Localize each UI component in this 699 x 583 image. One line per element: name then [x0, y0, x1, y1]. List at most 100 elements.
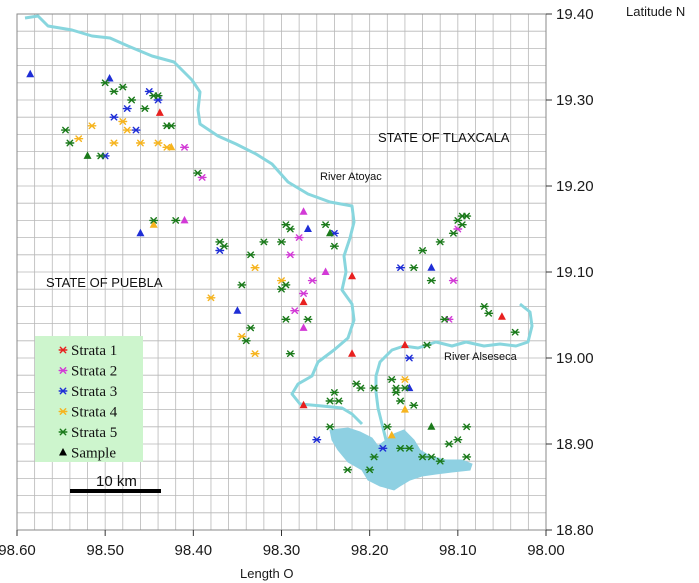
legend-marker-3 [58, 387, 68, 395]
strata-4-sample [167, 142, 176, 151]
label-river-alseseca: River Alseseca [444, 351, 518, 363]
strata-5-point [285, 225, 295, 233]
strata-5-point [400, 384, 410, 392]
strata-4-sample [387, 430, 396, 439]
strata-5-point [303, 315, 313, 323]
legend-label: Strata 4 [71, 405, 118, 421]
strata-5-point [435, 238, 445, 246]
legend-marker-1 [58, 346, 68, 354]
y-tick-label: 18.80 [556, 522, 594, 539]
strata-5-point [171, 216, 181, 224]
strata-5-point [140, 105, 150, 113]
y-tick-label: 19.30 [556, 92, 594, 109]
strata-5-point [166, 122, 176, 130]
strata-4-point [250, 350, 260, 358]
strata-5-point [510, 328, 520, 336]
strata-5-point [422, 341, 432, 349]
strata-3-point [131, 126, 141, 134]
legend-box [35, 336, 143, 462]
strata-3-point [312, 436, 322, 444]
legend-label: Strata 5 [71, 425, 117, 441]
strata-5-sample [83, 151, 92, 159]
river-alseseca [374, 302, 534, 441]
strata-1-sample [155, 108, 164, 116]
x-tick-label: 98.00 [527, 542, 565, 559]
strata-5-point [193, 169, 203, 177]
strata-3-sample [233, 306, 242, 314]
strata-4-point [87, 122, 97, 130]
strata-5-point [277, 238, 286, 246]
strata-5-sample [427, 422, 436, 430]
legend-marker-2 [58, 367, 68, 374]
strata-5-point [479, 303, 489, 310]
strata-4-point [118, 118, 128, 125]
strata-5-point [462, 212, 472, 220]
strata-5-point [246, 251, 256, 259]
strata-5-point [219, 242, 229, 250]
x-tick-label: 98.10 [439, 542, 477, 559]
strata-5-point [153, 92, 163, 100]
strata-1-sample [299, 400, 308, 409]
strata-2-point [307, 277, 317, 284]
strata-5-point [448, 229, 458, 237]
x-tick-label: 98.20 [351, 542, 389, 559]
strata-5-point [409, 264, 419, 272]
strata-4-point [109, 139, 119, 147]
strata-3-point [396, 264, 406, 272]
y-axis-label: Latitude N [626, 4, 685, 19]
strata-5-point [96, 152, 106, 160]
strata-5-point [329, 242, 339, 250]
legend-label: Sample [71, 446, 116, 462]
strata-4-point [206, 294, 216, 302]
legend-marker-sample [59, 448, 67, 456]
strata-5-point [453, 216, 463, 224]
strata-5-point [246, 324, 256, 332]
strata-5-point [435, 457, 445, 465]
strata-5-point [409, 401, 419, 409]
reservoir [329, 427, 473, 491]
strata-5-point [65, 139, 75, 147]
strata-4-point [74, 135, 84, 143]
strata-5-point [329, 389, 339, 396]
strata-5-point [285, 350, 295, 358]
x-tick-label: 98.50 [86, 542, 124, 559]
strata-5-point [118, 83, 128, 91]
x-tick-label: 98.30 [263, 542, 301, 559]
strata-5-sample [325, 228, 334, 237]
strata-5-point [369, 453, 379, 461]
strata-2-point [294, 234, 304, 242]
y-tick-label: 19.20 [556, 178, 594, 195]
strata-2-point [180, 143, 190, 151]
strata-5-point [325, 423, 335, 431]
legend-label: Strata 2 [71, 364, 117, 380]
strata-5-point [281, 315, 291, 323]
label-puebla: STATE OF PUEBLA [46, 275, 163, 290]
strata-3-sample [26, 69, 35, 78]
strata-5-point [281, 281, 291, 289]
scale-bar: 10 km [70, 473, 161, 493]
legend-marker-5 [58, 428, 68, 436]
strata-2-sample [180, 215, 189, 224]
strata-4-point [122, 126, 132, 134]
label-tlaxcala: STATE OF TLAXCALA [378, 130, 510, 145]
strata-5-point [484, 309, 494, 317]
strata-3-point [404, 354, 414, 362]
strata-4-point [400, 376, 410, 383]
strata-4-sample [149, 220, 158, 228]
strata-5-point [462, 453, 472, 461]
strata-1-sample [497, 312, 506, 320]
strata-5-point [453, 436, 463, 444]
sample-markers [26, 69, 520, 474]
strata-5-point [127, 96, 137, 104]
strata-4-point [153, 139, 163, 147]
strata-3-sample [136, 228, 145, 237]
strata-5-point [396, 397, 406, 405]
strata-5-point [462, 423, 472, 431]
scale-bar-line [70, 489, 161, 493]
strata-2-point [290, 307, 300, 315]
strata-1-sample [299, 297, 308, 306]
strata-5-point [440, 315, 450, 323]
x-tick-label: 98.40 [175, 542, 213, 559]
strata-1-sample [400, 340, 409, 349]
strata-2-point [285, 251, 295, 259]
